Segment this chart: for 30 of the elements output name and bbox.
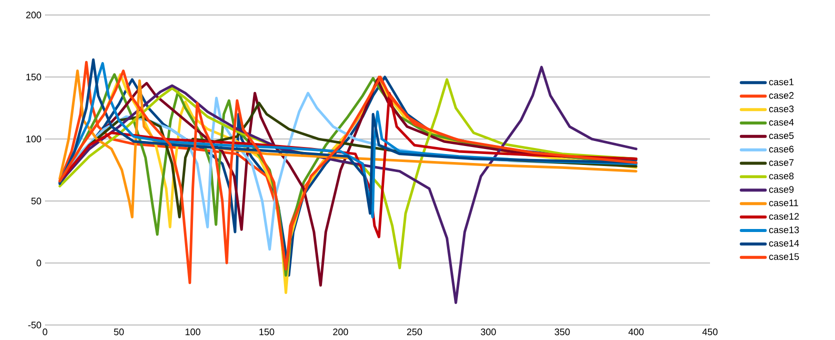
x-tick-label: 150 bbox=[259, 328, 274, 336]
y-tick-label: 150 bbox=[26, 74, 42, 80]
legend-label: case6 bbox=[769, 146, 794, 152]
legend-label: case9 bbox=[769, 186, 794, 193]
legend-label: case12 bbox=[769, 212, 799, 220]
legend-label: case2 bbox=[769, 92, 794, 99]
legend-label: case13 bbox=[769, 226, 799, 234]
y-tick-label: 100 bbox=[26, 136, 42, 142]
x-tick-label: 250 bbox=[407, 328, 422, 336]
x-tick-label: 50 bbox=[114, 328, 124, 336]
legend-label: case8 bbox=[769, 172, 794, 180]
legend-label: case1 bbox=[769, 78, 794, 86]
x-tick-label: 300 bbox=[480, 328, 496, 336]
legend-label: case5 bbox=[769, 132, 794, 139]
legend-label: case4 bbox=[769, 118, 794, 126]
x-tick-label: 100 bbox=[186, 328, 200, 336]
legend-label: case15 bbox=[769, 253, 799, 260]
x-tick-label: 0 bbox=[42, 328, 48, 336]
x-tick-label: 450 bbox=[702, 328, 718, 336]
legend-label: case7 bbox=[769, 159, 794, 166]
y-tick-label: 200 bbox=[26, 12, 42, 18]
y-tick-label: 50 bbox=[31, 198, 42, 204]
x-tick-label: 200 bbox=[333, 328, 348, 336]
x-tick-label: 400 bbox=[628, 328, 644, 336]
x-tick-label: 350 bbox=[554, 328, 570, 336]
y-tick-label: 0 bbox=[36, 260, 42, 266]
legend-label: case3 bbox=[769, 106, 794, 112]
legend-label: case11 bbox=[769, 200, 798, 206]
y-tick-label: -50 bbox=[28, 322, 42, 328]
legend-label: case14 bbox=[769, 240, 800, 247]
